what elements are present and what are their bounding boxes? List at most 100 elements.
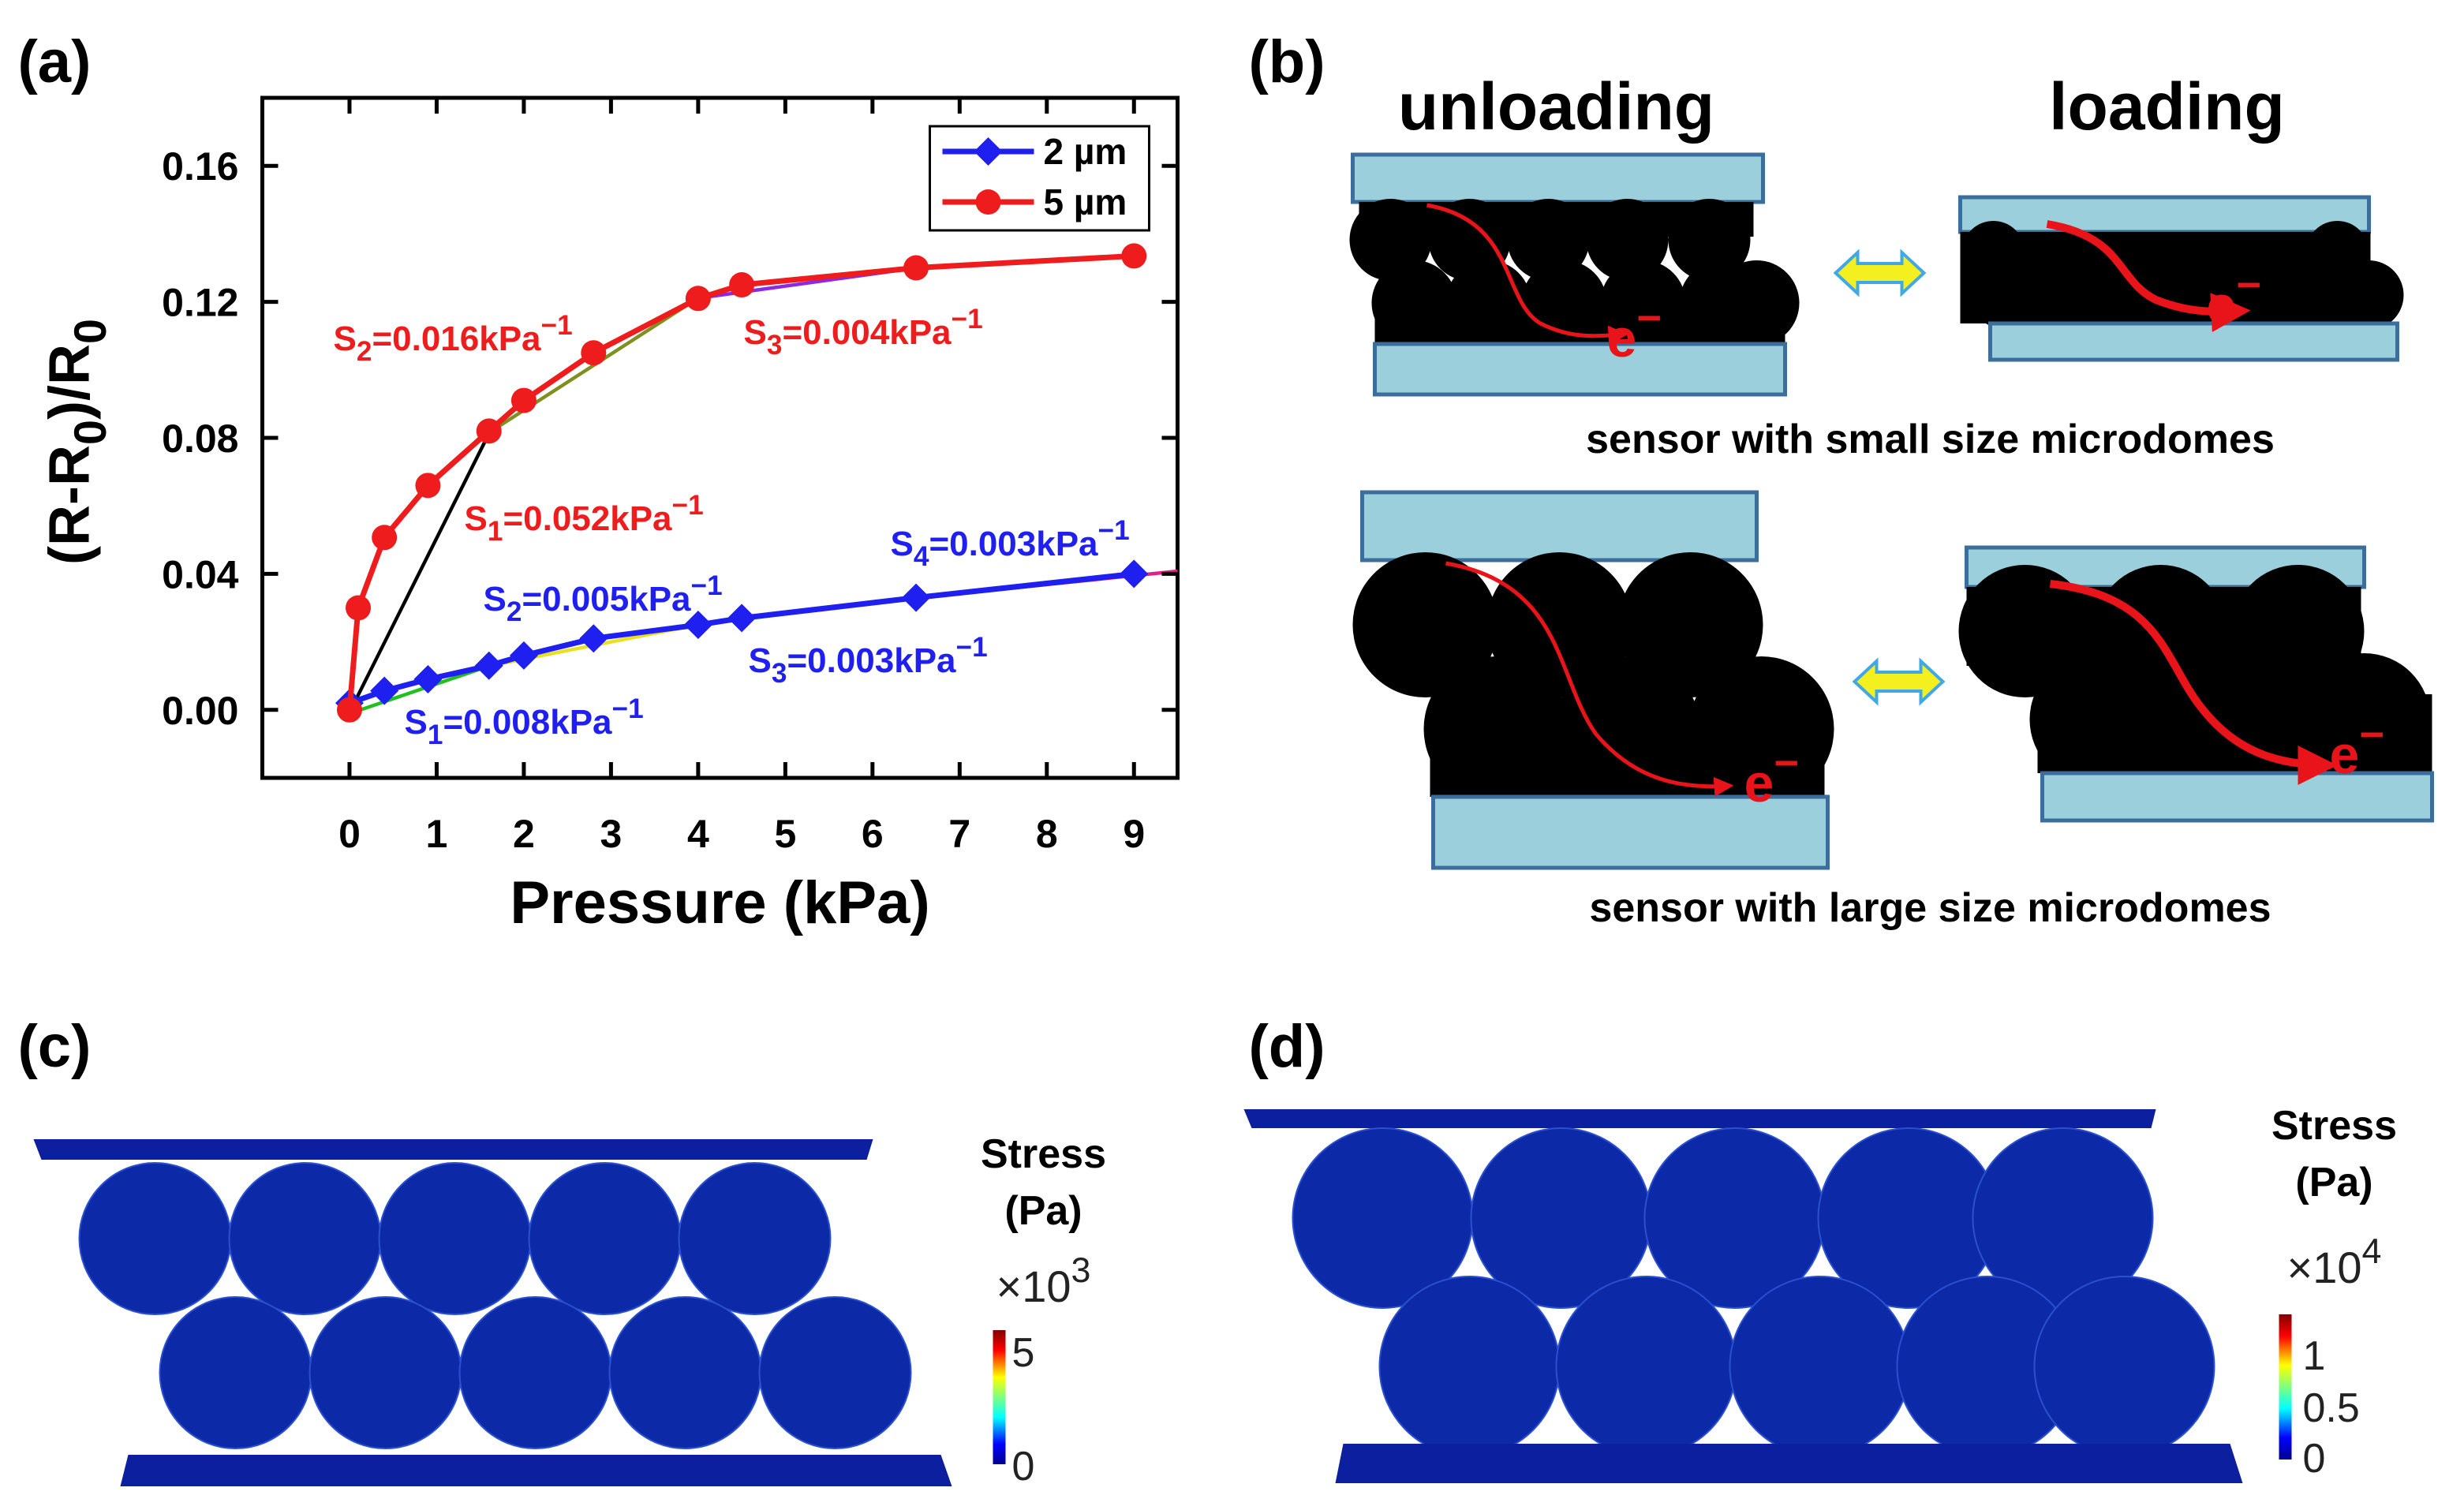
sup: − (1774, 738, 1799, 787)
data-point (729, 272, 755, 298)
text-part: S (405, 703, 428, 742)
text-part: S (334, 320, 357, 358)
sup: −1 (612, 693, 644, 724)
rich-text: S1=0.052kPa−1 (465, 490, 704, 547)
sup: 4 (2362, 1232, 2382, 1271)
sup: −1 (952, 304, 983, 335)
text-part: S (465, 499, 488, 538)
x-tick-label: 2 (513, 812, 535, 856)
x-tick-label: 6 (862, 812, 884, 856)
sub: 1 (488, 516, 503, 547)
sub: 0 (65, 420, 116, 445)
sup: −1 (541, 310, 573, 341)
colorbar-tick: 0 (2303, 1436, 2326, 1482)
series-line (348, 570, 1135, 706)
colorbar-unit: (Pa) (2295, 1160, 2372, 1205)
legend-label: 2 µm (1044, 131, 1127, 172)
caption: sensor with large size microdomes (1589, 885, 2271, 931)
legend-marker (974, 137, 1003, 166)
colorbar-unit: (Pa) (1004, 1188, 1082, 1234)
rich-text: (R-R0)/R0 (39, 319, 117, 565)
rich-text: e− (1607, 293, 1662, 368)
data-point (370, 676, 399, 705)
text-part: ×10 (2287, 1243, 2362, 1292)
data-point (372, 525, 398, 551)
colorbar-tick: 0.5 (2303, 1385, 2360, 1431)
data-point (413, 665, 443, 694)
domes (1349, 199, 1800, 346)
data-point (685, 286, 711, 312)
colorbar-title: Stress (981, 1131, 1106, 1177)
sup: − (2236, 260, 2261, 308)
sup: −1 (672, 490, 704, 521)
text-part: S (484, 580, 507, 619)
colorbar (2279, 1314, 2292, 1460)
data-point (727, 604, 757, 633)
text-part: =0.003kPa (929, 525, 1098, 563)
plate (1373, 342, 1787, 397)
simulation-d (1243, 1109, 2292, 1483)
x-axis-label: Pressure (kPa) (510, 869, 929, 936)
rich-text: ×103 (996, 1250, 1091, 1311)
panel-label: (d) (1249, 1013, 1325, 1080)
diagram-b: unloading loading (1349, 69, 2434, 931)
rich-text: S2=0.016kPa−1 (334, 310, 573, 367)
text-part: )/R (39, 344, 102, 420)
sup: −1 (956, 632, 988, 663)
y-tick-label: 0.12 (162, 281, 238, 325)
colorbar (993, 1330, 1006, 1464)
text-part: =0.004kPa (782, 313, 952, 352)
data-point (903, 255, 929, 281)
text-part: S (749, 641, 772, 680)
legend-box (929, 125, 1150, 232)
diagram-title: loading (2049, 69, 2285, 144)
plate (1360, 490, 1759, 563)
plate (120, 1455, 952, 1486)
rich-text: S1=0.008kPa−1 (405, 693, 644, 750)
sub: 3 (767, 330, 783, 361)
data-point (415, 473, 441, 499)
legend-label: 5 µm (1044, 181, 1127, 222)
diagram-title: unloading (1398, 69, 1714, 144)
text-part: =0.052kPa (503, 499, 672, 538)
data-point (579, 624, 608, 653)
x-tick-label: 0 (338, 812, 361, 856)
caption: sensor with small size microdomes (1586, 417, 2275, 462)
sub: 4 (914, 541, 929, 572)
text-part: e (2330, 725, 2360, 785)
sup: 3 (1071, 1250, 1091, 1290)
y-tick-label: 0.04 (162, 552, 239, 596)
electron-path (1426, 203, 1628, 346)
sup: −1 (1098, 515, 1130, 546)
text-part: S (891, 525, 914, 563)
electron-path (2046, 220, 2251, 332)
x-tick-label: 9 (1123, 812, 1145, 856)
plate (1958, 195, 2371, 234)
rich-text: ×104 (2287, 1232, 2382, 1292)
plate (2040, 771, 2434, 823)
text-part: S (744, 313, 767, 352)
sub: 2 (357, 336, 372, 367)
x-tick-label: 4 (687, 812, 709, 856)
plate (1431, 794, 1830, 870)
simulation-c (33, 1139, 1006, 1486)
sup: − (1636, 293, 1662, 342)
plate (1243, 1109, 2156, 1128)
colorbar-title: Stress (2271, 1103, 2397, 1149)
electron-path (2049, 580, 2338, 785)
data-point (683, 611, 712, 640)
data-point (1121, 243, 1147, 269)
text-part: e (1744, 753, 1774, 813)
rich-text: S3=0.004kPa−1 (744, 304, 983, 361)
x-tick-label: 1 (426, 812, 448, 856)
x-tick-label: 8 (1036, 812, 1058, 856)
x-tick-label: 3 (600, 812, 622, 856)
panel-label: (b) (1249, 28, 1325, 95)
text-part: (R-R (39, 445, 102, 565)
data-point (1120, 559, 1149, 589)
rich-text: e− (2207, 260, 2262, 335)
text-part: =0.016kPa (372, 320, 541, 358)
rich-text: S3=0.003kPa−1 (749, 632, 988, 689)
data-point (581, 340, 607, 366)
